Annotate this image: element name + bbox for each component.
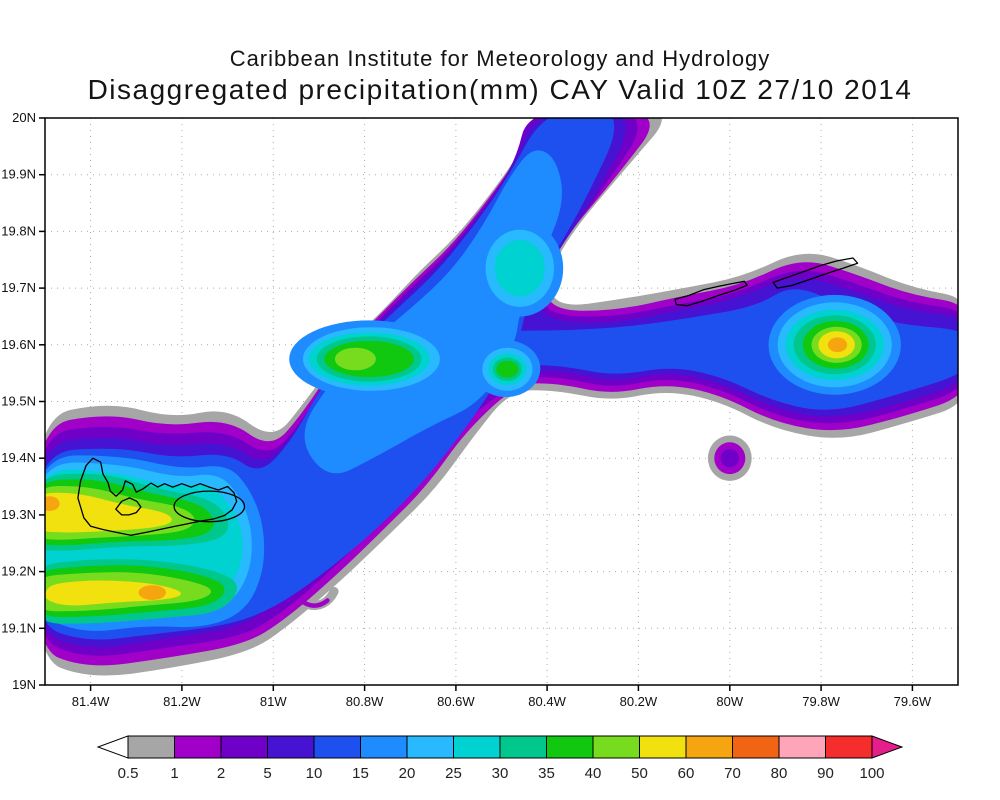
colorbar-box [406,735,454,759]
colorbar-tick-label: 2 [217,765,225,782]
colorbar-box [732,735,780,759]
contour-region [334,347,376,371]
colorbar-box [220,735,268,759]
lon-tick-label: 81.2W [163,694,201,709]
coastlines [77,257,859,536]
colorbar-box [825,735,873,759]
lon-tick-label: 80.2W [620,694,658,709]
lon-tick-label: 81W [260,694,287,709]
grand-cayman [77,457,238,536]
lon-tick-label: 81.4W [72,694,110,709]
lat-tick-label: 20N [12,110,36,125]
precipitation-shading [45,118,958,676]
contour-region [720,449,739,468]
lon-tick-label: 80.6W [437,694,475,709]
colorbar-box [453,735,501,759]
colorbar-box [360,735,408,759]
colorbar-box [313,735,361,759]
lat-tick-label: 19.8N [1,223,36,238]
colorbar-tick-label: 90 [817,765,834,782]
lat-tick-label: 19.6N [1,337,36,352]
lat-tick-label: 19.7N [1,280,36,295]
colorbar-tick-label: 25 [445,765,462,782]
axis-ticks [39,117,914,691]
colorbar-labels: 0.5 1 2 5 10 15 20 25 30 35 40 50 60 70 80 90 100 [118,765,885,782]
cayman-brac [772,257,859,289]
colorbar-tick-label: 50 [631,765,648,782]
colorbar-tick-label: 5 [263,765,271,782]
colorbar-tick-label: 100 [859,765,884,782]
colorbar-box [546,735,594,759]
plot-title: Disaggregated precipitation(mm) CAY Vali… [87,74,913,105]
lon-tick-label: 79.8W [802,694,840,709]
lat-tick-label: 19.4N [1,450,36,465]
colorbar-tick-label: 80 [771,765,788,782]
colorbar-box [127,735,175,759]
colorbar-tick-label: 40 [585,765,602,782]
contour-region [45,492,172,533]
plot-titles: Caribbean Institute for Meteorology and … [0,0,1000,106]
contour-region [494,239,545,297]
lon-tick-label: 80.8W [346,694,384,709]
lat-tick-label: 19.1N [1,620,36,635]
colorbar-box [592,735,640,759]
institution-title: Caribbean Institute for Meteorology and … [229,46,771,71]
colorbar-tick-label: 20 [399,765,416,782]
colorbar-box [267,735,315,759]
colorbar-tick-label: 10 [306,765,323,782]
colorbar-tick-label: 60 [678,765,695,782]
colorbar-tick-label: 30 [492,765,509,782]
colorbar-tick-label: 35 [538,765,555,782]
colorbar-tick-label: 1 [170,765,178,782]
lon-tick-label: 79.6W [894,694,932,709]
colorbar-box [499,735,547,759]
contour-region [827,337,848,353]
lon-tick-label: 80W [716,694,743,709]
colorbar [96,735,904,759]
colorbar-box [639,735,687,759]
longitude-labels: 81.4W 81.2W 81W 80.8W 80.6W 80.4W 80.2W 80W 79.8… [72,694,932,709]
colorbar-tick-label: 70 [724,765,741,782]
latitude-labels: 20N 19.9N 19.8N 19.7N 19.6N 19.5N 19.4N 19.3N 19… [1,110,36,692]
lat-tick-label: 19.3N [1,507,36,522]
contour-region [138,585,166,600]
lat-tick-label: 19.9N [1,167,36,182]
lon-tick-label: 80.4W [528,694,566,709]
colorbar-box [778,735,826,759]
colorbar-box [685,735,733,759]
colorbar-right-arrow [871,735,904,759]
contour-region [45,496,60,511]
little-cayman [674,280,748,307]
lat-tick-label: 19N [12,677,36,692]
lat-tick-label: 19.5N [1,394,36,409]
colorbar-tick-label: 15 [352,765,369,782]
grand-cayman-sound [115,497,142,516]
colorbar-box [174,735,222,759]
contour-region [496,360,519,378]
lat-tick-label: 19.2N [1,564,36,579]
colorbar-tick-label: 0.5 [118,765,139,782]
grand-cayman-east-lagoon [173,490,246,523]
